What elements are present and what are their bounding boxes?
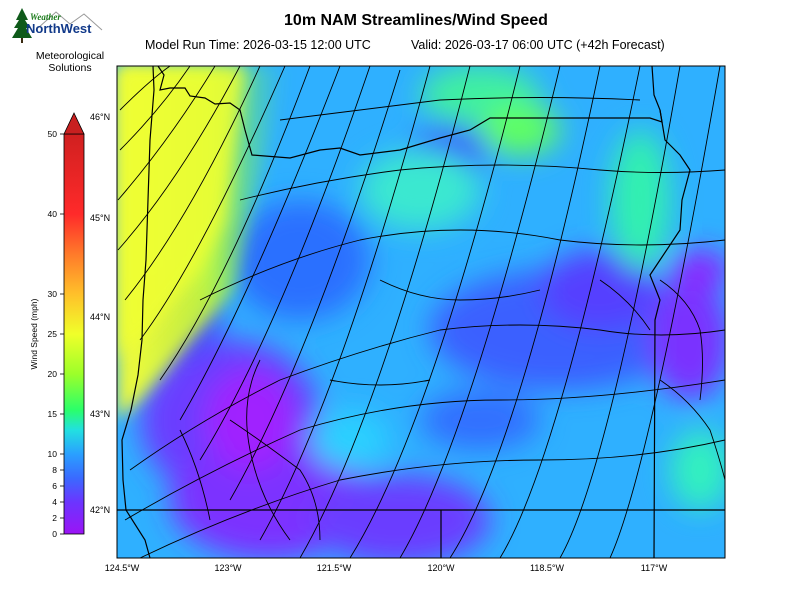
lon-label: 120°W	[427, 563, 455, 573]
lon-label: 123°W	[214, 563, 242, 573]
chart-title: 10m NAM Streamlines/Wind Speed	[284, 12, 548, 29]
longitude-labels: 124.5°W 123°W 121.5°W 120°W 118.5°W 117°…	[105, 563, 668, 573]
logo-brand-small: Weather	[30, 12, 61, 22]
lat-label: 43°N	[90, 409, 110, 419]
lon-label: 117°W	[641, 563, 668, 573]
colorbar-tick-label: 0	[52, 529, 57, 539]
logo-subtitle: Meteorological Solutions	[12, 50, 128, 74]
tree-mountain-icon: Weather NorthWest	[12, 8, 103, 43]
colorbar-tick-label: 40	[48, 209, 58, 219]
lat-label: 44°N	[90, 312, 110, 322]
colorbar-tick-label: 10	[48, 449, 58, 459]
logo-line-2: Solutions	[48, 62, 92, 74]
boundaries	[117, 66, 725, 558]
wind-speed-field	[117, 66, 725, 558]
valid-time: Valid: 2026-03-17 06:00 UTC (+42h Foreca…	[411, 38, 665, 52]
colorbar-tick-label: 15	[48, 409, 58, 419]
model-run-time: Model Run Time: 2026-03-15 12:00 UTC	[145, 38, 371, 52]
lon-label: 124.5°W	[105, 563, 140, 573]
wind-speed-colorbar: Wind Speed (mph) 0 2 4 6 8 10 15 20 25 30 40 50	[29, 112, 85, 539]
colorbar-title: Wind Speed (mph)	[29, 298, 39, 369]
colorbar-tick-label: 50	[48, 129, 58, 139]
logo-brand-large: NorthWest	[26, 21, 92, 36]
colorbar-tick-label: 20	[48, 369, 58, 379]
lon-label: 118.5°W	[530, 563, 564, 573]
latitude-labels: 46°N 45°N 44°N 43°N 42°N	[90, 112, 110, 515]
lat-label: 42°N	[90, 505, 110, 515]
colorbar-tick-label: 4	[52, 497, 57, 507]
snake-river-border	[649, 109, 691, 558]
colorbar-tick-label: 8	[52, 465, 57, 475]
columbia-river-border	[157, 66, 663, 159]
colorbar-extend-arrow	[63, 112, 85, 135]
weather-northwest-logo: Weather NorthWest Meteorological Solutio…	[12, 6, 104, 74]
coastline	[121, 66, 155, 558]
lat-label: 45°N	[90, 213, 110, 223]
colorbar-tick-label: 6	[52, 481, 57, 491]
logo-line-1: Meteorological	[35, 50, 105, 62]
lat-label: 46°N	[90, 112, 110, 122]
colorbar-ticks: 0 2 4 6 8 10 15 20 25 30 40 50	[48, 129, 64, 539]
colorbar-tick-label: 30	[48, 289, 58, 299]
colorbar-tick-label: 25	[48, 329, 58, 339]
colorbar-tick-label: 2	[52, 513, 57, 523]
streamlines	[117, 66, 725, 558]
colorbar-bar	[63, 133, 85, 535]
lon-label: 121.5°W	[317, 563, 352, 573]
map-frame	[116, 65, 726, 559]
